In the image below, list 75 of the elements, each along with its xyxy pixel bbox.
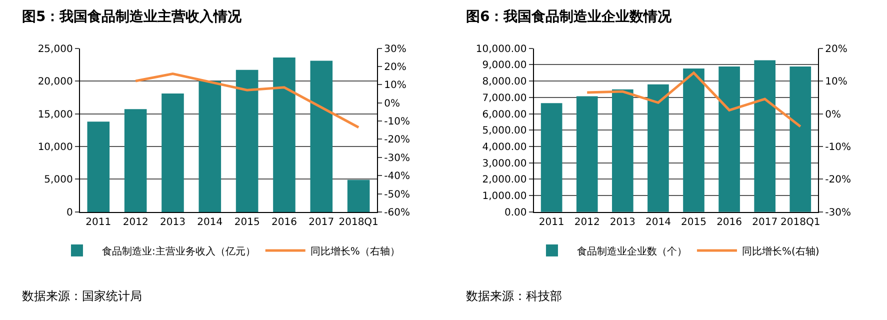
x-tick-label: 2013: [160, 216, 186, 228]
bar: [273, 57, 296, 212]
y-tick-label: 6,000.00: [482, 109, 527, 120]
x-tick-label: 2015: [681, 216, 706, 228]
chart-title: 图6：我国食品制造业企业数情况: [466, 9, 673, 25]
x-tick-label: 2015: [234, 216, 260, 228]
y-tick-label: 0: [66, 207, 73, 218]
y2-tick-label: 10%: [825, 76, 848, 88]
x-tick-label: 2011: [538, 216, 564, 228]
legend-label: 同比增长%(右轴): [742, 245, 820, 258]
x-tick-label: 2014: [645, 216, 671, 228]
x-tick-label: 2013: [610, 216, 636, 228]
y2-tick-label: 0%: [384, 98, 400, 110]
y-tick-label: 15,000: [38, 109, 73, 120]
line-series: [134, 72, 360, 129]
x-tick-label: 2012: [122, 216, 148, 228]
y2-tick-label: -30%: [825, 207, 851, 218]
x-tick-label: 2017: [752, 216, 778, 228]
y-tick-label: 3,000.00: [482, 158, 527, 170]
y-tick-label: 2,000.00: [482, 174, 527, 186]
x-tick-label: 2018Q1: [780, 216, 820, 228]
legend-label: 同比增长%（右轴）: [310, 245, 400, 258]
y2-tick-label: -20%: [825, 174, 851, 186]
bar: [754, 60, 776, 212]
bar: [683, 68, 704, 212]
y2-tick-label: 20%: [384, 62, 406, 73]
chart-title: 图5：我国食品制造业主营收入情况: [22, 8, 243, 25]
x-tick-label: 2012: [574, 216, 600, 228]
legend-label: 食品制造业企业数（个）: [576, 245, 687, 258]
x-tick-label: 2017: [308, 216, 334, 228]
y2-tick-label: 30%: [384, 44, 406, 55]
y-tick-label: 5,000: [44, 174, 73, 186]
y-tick-label: 8,000.00: [482, 76, 527, 88]
y-tick-label: 5,000.00: [482, 126, 527, 137]
y2-tick-label: -10%: [384, 116, 410, 128]
bar: [347, 180, 370, 212]
y2-tick-label: 10%: [384, 80, 406, 92]
bar: [612, 89, 634, 212]
bar: [162, 93, 184, 212]
y-tick-label: 9,000.00: [482, 60, 527, 72]
source-note: 数据来源：国家统计局: [22, 289, 142, 303]
y-tick-label: 25,000: [38, 44, 73, 55]
y-tick-label: 10,000: [38, 142, 73, 153]
line-series: [586, 72, 802, 128]
y-tick-label: 10,000.00: [476, 44, 527, 55]
y2-tick-label: -30%: [384, 152, 410, 164]
bar: [124, 109, 147, 212]
bar: [718, 66, 740, 212]
y2-tick-label: -40%: [384, 171, 410, 182]
y2-tick-label: 0%: [825, 109, 842, 120]
bar: [310, 60, 333, 212]
y-tick-label: 7,000.00: [482, 92, 527, 104]
y2-tick-label: -60%: [384, 207, 410, 218]
bar: [198, 81, 222, 212]
y2-tick-label: -20%: [384, 134, 410, 146]
x-tick-label: 2014: [197, 216, 223, 228]
bar: [790, 66, 812, 212]
y-tick-label: 0.00: [504, 207, 527, 218]
legend-label: 食品制造业:主营业务收入（亿元）: [102, 245, 256, 258]
source-note: 数据来源：科技部: [466, 289, 562, 303]
y2-tick-label: -50%: [384, 189, 410, 200]
y-tick-label: 20,000: [38, 76, 73, 88]
y-tick-label: 1,000.00: [482, 191, 527, 202]
y2-tick-label: 20%: [825, 44, 848, 55]
bar: [576, 96, 598, 212]
bar: [236, 70, 258, 212]
bar: [87, 122, 110, 212]
x-tick-label: 2016: [272, 216, 297, 228]
y-tick-label: 4,000.00: [482, 142, 527, 153]
y2-tick-label: -10%: [825, 142, 851, 153]
x-tick-label: 2016: [716, 216, 742, 228]
bar: [540, 103, 562, 212]
x-tick-label: 2018Q1: [338, 216, 378, 228]
bar: [648, 84, 669, 212]
x-tick-label: 2011: [86, 216, 112, 228]
